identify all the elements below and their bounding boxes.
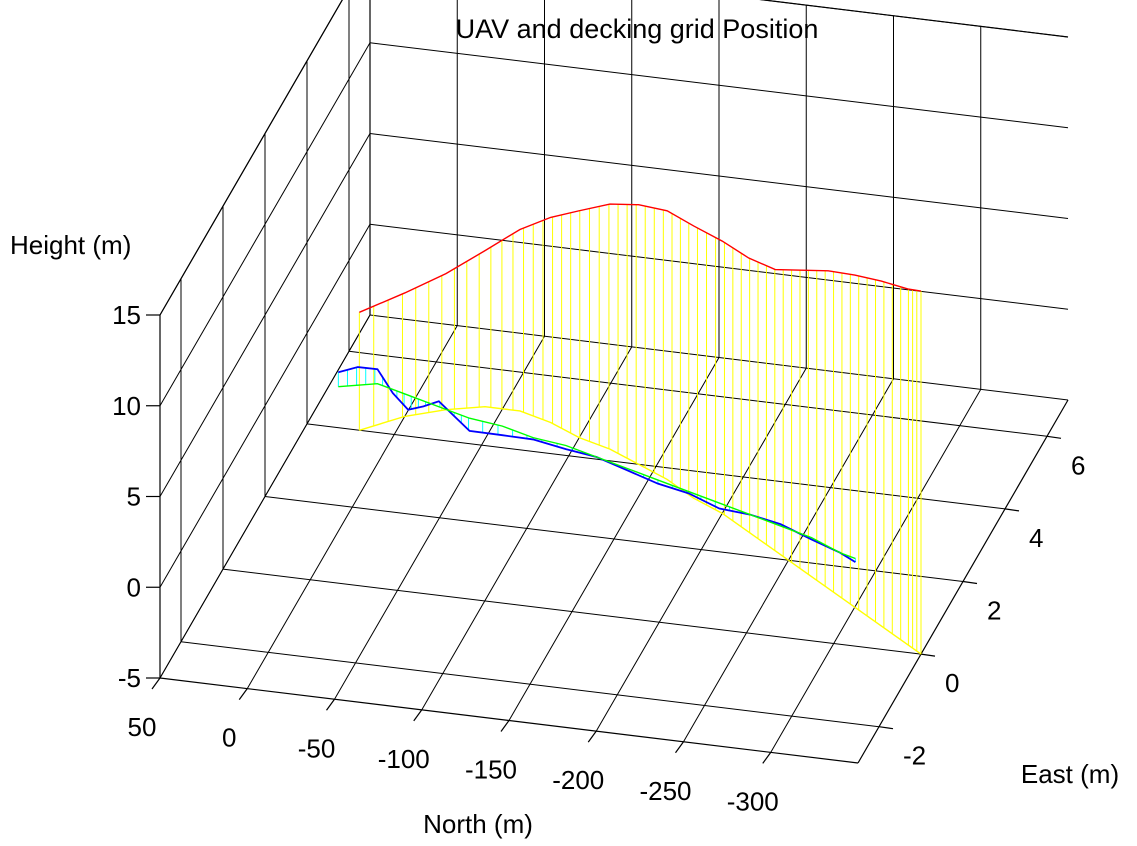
x-axis-label: North (m) xyxy=(423,809,533,839)
floor-gridline-east-3 xyxy=(306,423,1006,510)
height-tick-label-4: 15 xyxy=(112,300,141,330)
backwall-gridline-height-2 xyxy=(369,133,1069,219)
backwall-gridline-height-1 xyxy=(369,223,1069,310)
north-tick-3 xyxy=(413,709,423,722)
north-tick-0 xyxy=(151,677,161,690)
north-tick-4 xyxy=(500,720,510,732)
north-tick-label-0: 50 xyxy=(128,712,157,742)
height-tick-label-0: -5 xyxy=(118,663,141,693)
east-tick-3 xyxy=(1004,508,1020,512)
floor-gridline-east-1 xyxy=(222,568,922,655)
north-tick-label-1: 0 xyxy=(222,723,236,753)
height-tick-label-1: 0 xyxy=(127,572,141,602)
leftwall-gridline-height-1 xyxy=(159,223,371,588)
floor-gridline-east-0 xyxy=(180,641,880,728)
axes-layer xyxy=(146,0,1069,764)
north-tick-label-7: -300 xyxy=(727,786,779,816)
east-tick-label-3: 4 xyxy=(1029,523,1043,553)
north-tick-label-2: -50 xyxy=(298,733,336,763)
east-tick-label-1: 0 xyxy=(945,668,959,698)
east-tick-label-2: 2 xyxy=(987,596,1001,626)
east-tick-label-4: 6 xyxy=(1071,450,1085,480)
series-line-deck-ground-track xyxy=(338,382,856,560)
height-tick-label-3: 10 xyxy=(112,391,141,421)
backwall-gridline-height-3 xyxy=(369,42,1069,129)
north-tick-label-6: -250 xyxy=(639,776,691,806)
north-tick-label-3: -100 xyxy=(378,744,430,774)
backwall-gridline-height-0 xyxy=(369,314,1069,401)
east-tick-2 xyxy=(962,580,978,585)
grid-layer xyxy=(159,0,1069,753)
north-tick-label-4: -150 xyxy=(465,755,517,785)
east-tick-4 xyxy=(1046,435,1062,439)
north-tick-6 xyxy=(675,741,684,754)
top-left-edge xyxy=(159,0,343,316)
series-line-deck xyxy=(338,366,856,563)
height-tick-label-2: 5 xyxy=(127,482,141,512)
series-line-uav-ground-track xyxy=(359,406,922,655)
north-tick-1 xyxy=(238,688,248,700)
north-tick-label-5: -200 xyxy=(552,765,604,795)
floor-gridline-east-2 xyxy=(264,496,964,582)
north-tick-2 xyxy=(326,698,335,711)
leftwall-gridline-height-3 xyxy=(159,42,371,407)
east-tick-0 xyxy=(878,726,894,730)
series-layer xyxy=(337,203,922,655)
east-tick-1 xyxy=(920,653,936,657)
y-axis-label: East (m) xyxy=(1021,759,1119,789)
east-tick-label-0: -2 xyxy=(903,741,926,771)
chart-title: UAV and decking grid Position xyxy=(456,14,819,44)
series-line-uav xyxy=(359,203,922,313)
leftwall-gridline-height-2 xyxy=(159,133,371,497)
leftwall-gridline-height-0 xyxy=(159,314,371,679)
z-axis-label: Height (m) xyxy=(10,230,131,260)
top-back-edge xyxy=(759,0,1069,38)
north-tick-5 xyxy=(587,730,597,743)
floor-gridline-east-4 xyxy=(348,350,1048,437)
north-tick-7 xyxy=(762,752,772,764)
